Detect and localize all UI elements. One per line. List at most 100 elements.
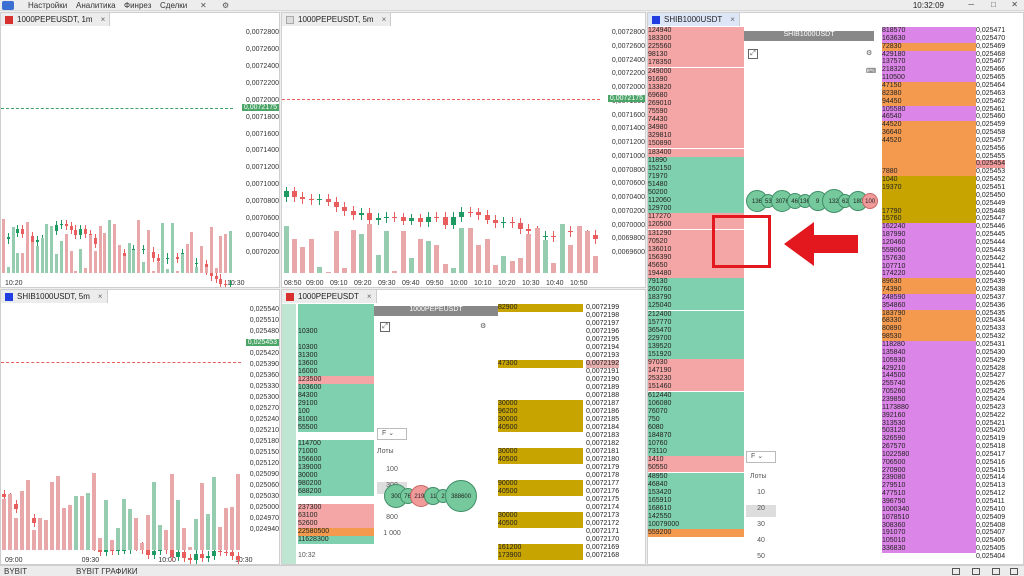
volume-bar: [140, 542, 144, 550]
close-window-button[interactable]: ✕: [1011, 0, 1018, 9]
order-row: 253230: [648, 375, 744, 384]
volume-bar: [166, 269, 170, 273]
tab-bybit[interactable]: BYBIT: [4, 567, 28, 576]
order-row: 120500: [648, 221, 744, 230]
menu-settings[interactable]: Настройки: [28, 1, 68, 10]
filter-select[interactable]: F ⌄: [377, 428, 407, 440]
lot-option[interactable]: 20: [746, 505, 776, 517]
price-level: 0,025433: [976, 325, 1006, 333]
gear-icon[interactable]: ⚙: [222, 1, 230, 10]
lot-option[interactable]: 30: [757, 521, 765, 528]
lot-option[interactable]: 40: [757, 537, 765, 544]
order-row: 612440: [648, 391, 744, 400]
candle: [492, 219, 498, 224]
lot-option[interactable]: 50: [757, 553, 765, 560]
screenshot-icon[interactable]: [972, 568, 980, 575]
tab-chart-pepe-5m[interactable]: 1000PEPEUSDT, 5m ×: [282, 13, 392, 26]
current-price-line: [282, 99, 600, 100]
order-row: 144500: [882, 372, 976, 381]
chart-pepe-5m[interactable]: 1000PEPEUSDT, 5m × 0,0072800 0,0072600 0,00…: [281, 12, 646, 288]
lot-option[interactable]: 10: [757, 489, 765, 496]
tab-chart-pepe-1m[interactable]: 1000PEPEUSDT, 1m ×: [1, 13, 111, 26]
volume-bar: [170, 474, 174, 550]
candle: [501, 221, 507, 224]
candle: [517, 222, 523, 230]
current-price-line: [1, 108, 233, 109]
candle: [325, 199, 331, 202]
price-level: 0,025424: [976, 395, 1006, 403]
volume-bar: [93, 250, 97, 273]
candle: [79, 228, 83, 235]
tab-chart-shib-5m[interactable]: SHIB1000USDT, 5m ×: [1, 290, 108, 303]
mute-icon[interactable]: ✕: [200, 1, 207, 10]
window-icon[interactable]: [992, 568, 1000, 575]
chart-shib-5m[interactable]: SHIB1000USDT, 5m × 0,025540 0,025510 0,0254…: [0, 289, 280, 565]
filter-select[interactable]: F ⌄: [746, 451, 776, 463]
price-level: 0,025470: [976, 34, 1006, 42]
order-row: 40500: [498, 488, 583, 496]
chart-pepe-1m[interactable]: 1000PEPEUSDT, 1m × 0,0072800 0,0072600 0,00…: [0, 12, 280, 288]
volume-bar: [308, 239, 314, 273]
order-row: 30000: [298, 472, 374, 480]
price-level: 0,0072180: [586, 456, 620, 463]
dom-pepe[interactable]: 1000PEPEUSDT × 10300 10300 31300 13600 16000 1…: [281, 289, 646, 565]
volume-bar: [593, 256, 599, 273]
gear-icon[interactable]: ⚙: [480, 323, 487, 330]
volume-bar: [283, 226, 289, 273]
candle: [32, 518, 36, 523]
price-level: 0,025404: [976, 552, 1006, 560]
close-icon[interactable]: ×: [366, 292, 372, 301]
blue-square-icon: [652, 16, 660, 24]
price-level: 0,025451: [976, 184, 1006, 191]
close-icon[interactable]: ×: [381, 15, 387, 24]
price-level: 0,025438: [976, 286, 1006, 294]
dom-shib[interactable]: SHIB1000USDT × 124940 183300 225560 98130 178…: [647, 12, 1024, 565]
volume-bar: [38, 518, 42, 550]
volume-bar: [442, 264, 448, 273]
price-level: 0,0072169: [586, 544, 620, 551]
menu-finrez[interactable]: Финрез: [124, 1, 152, 10]
order-row: 98530: [882, 333, 976, 342]
price-axis-label: 0,024970: [249, 515, 279, 522]
lot-option[interactable]: 100: [386, 466, 398, 473]
menu-analytics[interactable]: Аналитика: [76, 1, 116, 10]
candle: [317, 199, 323, 201]
grid-icon[interactable]: [1010, 568, 1018, 575]
tab-dom-shib[interactable]: SHIB1000USDT ×: [648, 13, 740, 26]
price-axis-label: 0,0072800: [245, 29, 279, 36]
volume-bar: [108, 219, 112, 273]
price-level: 0,0072190: [586, 376, 620, 383]
order-row: 173900: [498, 552, 583, 560]
close-icon[interactable]: ×: [730, 15, 735, 24]
maximize-button[interactable]: □: [991, 0, 996, 9]
price-level: 0,0072195: [586, 336, 620, 343]
candle: [142, 248, 146, 250]
chart-icon[interactable]: ⤢: [748, 49, 758, 59]
tab-dom-pepe[interactable]: 1000PEPEUSDT ×: [282, 290, 377, 303]
chart-icon[interactable]: ⤢: [380, 322, 390, 332]
order-row: 118280: [882, 341, 976, 349]
lot-option[interactable]: 800: [386, 514, 398, 521]
price-level: 0,025430: [976, 348, 1006, 356]
order-row: 71000: [298, 448, 374, 456]
close-icon[interactable]: ×: [97, 292, 103, 301]
order-row: 183300: [648, 35, 744, 44]
menu-deals[interactable]: Сделки: [160, 1, 188, 10]
candle: [283, 191, 289, 197]
price-level: 0,025406: [976, 537, 1006, 545]
minimize-button[interactable]: ─: [968, 0, 974, 9]
candle: [400, 217, 406, 221]
price-level: 0,025443: [976, 246, 1006, 254]
order-row: 10300: [298, 328, 374, 336]
order-row: 112060: [648, 197, 744, 206]
lot-option[interactable]: 1 000: [383, 530, 401, 537]
price-axis-label: 0,025180: [249, 438, 279, 445]
price-level: 0,0072191: [586, 368, 620, 375]
volume-bar: [476, 245, 482, 273]
close-icon[interactable]: ×: [100, 15, 106, 24]
tab-bybit-charts[interactable]: BYBIT ГРАФИКИ: [76, 567, 138, 576]
gear-icon[interactable]: ⚙: [866, 50, 873, 57]
keyboard-icon[interactable]: ⌨: [866, 68, 877, 75]
layout-icon[interactable]: [952, 568, 960, 575]
order-row: 178350: [648, 59, 744, 68]
